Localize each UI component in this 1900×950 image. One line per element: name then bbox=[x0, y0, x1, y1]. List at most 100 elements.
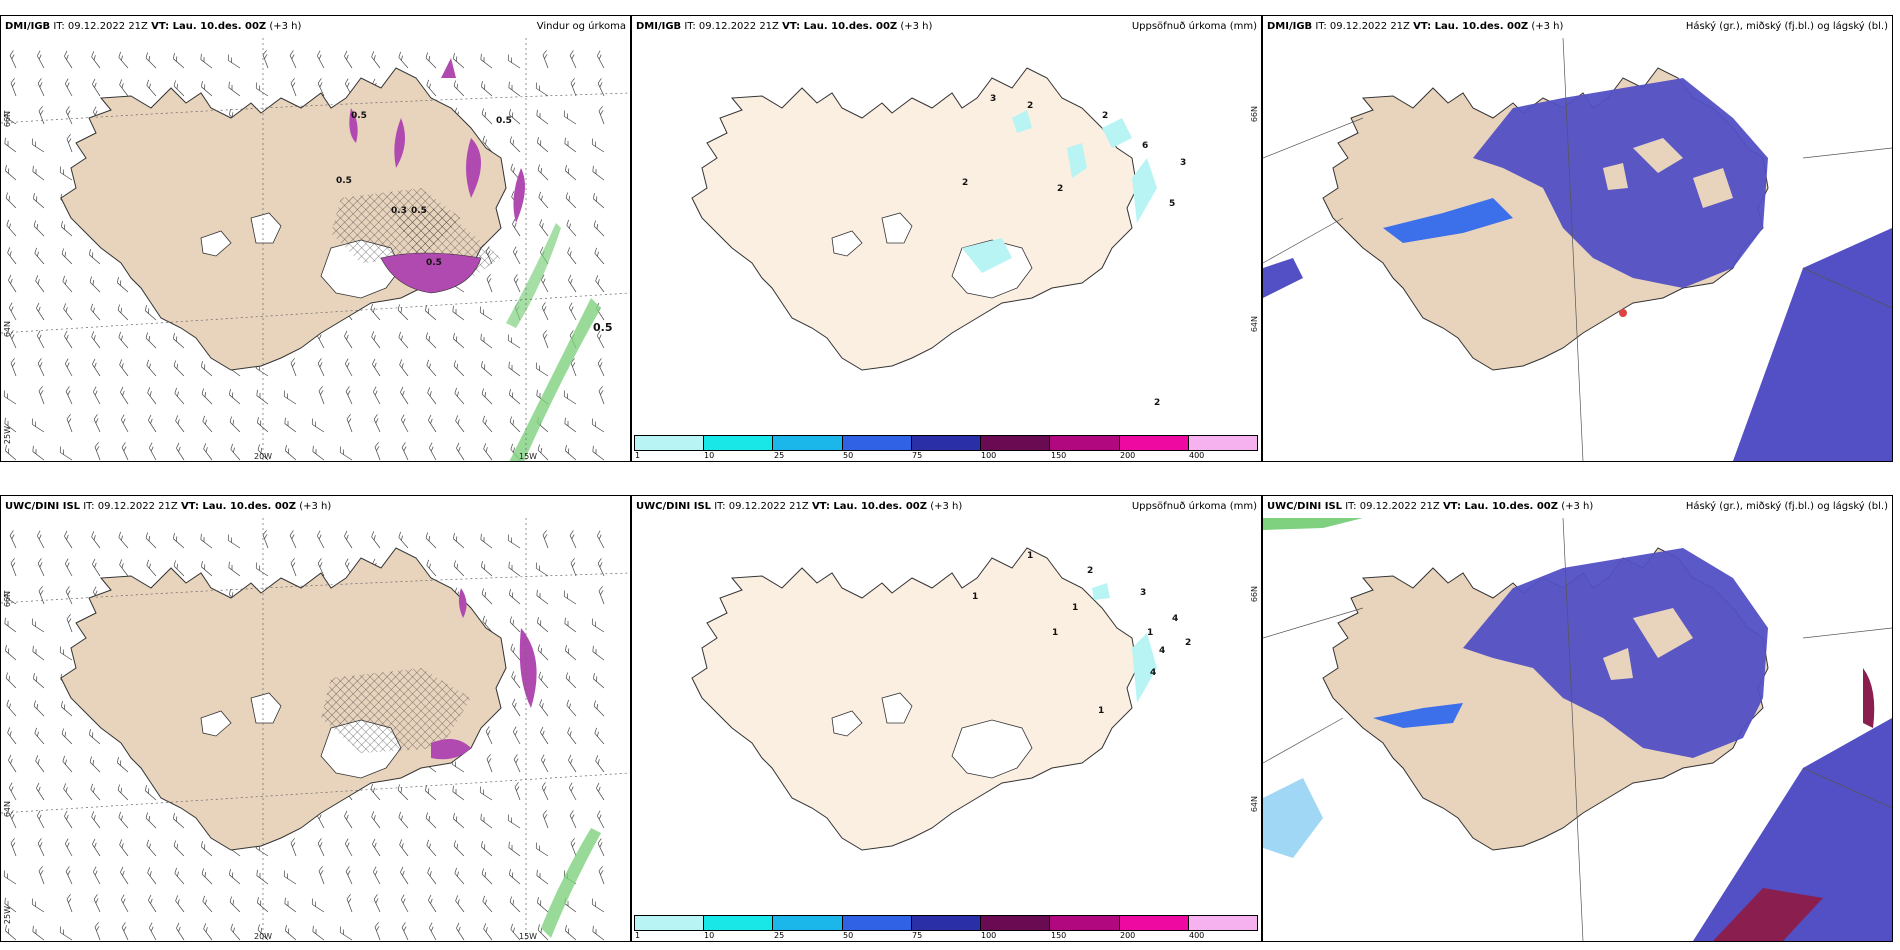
panel-title: Háský (gr.), miðský (fj.bl.) og lágský (… bbox=[1685, 501, 1888, 512]
init-time: IT: 09.12.2022 21Z bbox=[1345, 501, 1440, 512]
panel-title: Uppsöfnuð úrkoma (mm) bbox=[1131, 501, 1257, 512]
legend-colorbar bbox=[634, 435, 1258, 451]
contour-label: 4 bbox=[1172, 614, 1179, 624]
init-time: IT: 09.12.2022 21Z bbox=[53, 21, 148, 32]
precip-light bbox=[1012, 110, 1032, 133]
contour-label: 3 bbox=[1180, 158, 1187, 168]
lat-label-66n: 66N bbox=[3, 591, 12, 608]
init-time: IT: 09.12.2022 21Z bbox=[83, 501, 178, 512]
legend-tick: 1 bbox=[635, 451, 641, 460]
green-precip bbox=[541, 828, 601, 938]
green-precip bbox=[509, 298, 601, 461]
hatched-area bbox=[321, 668, 471, 753]
contour-label: 1 bbox=[1098, 706, 1105, 716]
init-time: IT: 09.12.2022 21Z bbox=[684, 21, 779, 32]
mid-cloud bbox=[1383, 198, 1513, 243]
init-time: IT: 09.12.2022 21Z bbox=[1315, 21, 1410, 32]
legend-tick: 150 bbox=[1051, 451, 1067, 460]
panel-accum-precip-dmi: DMI/IGB IT: 09.12.2022 21Z VT: Lau. 10.d… bbox=[631, 15, 1262, 462]
contour-label: 2 bbox=[962, 178, 969, 188]
lon-label-15w: 15W bbox=[519, 452, 538, 461]
legend-tick: 400 bbox=[1189, 451, 1205, 460]
panel-title: Vindur og úrkoma bbox=[536, 21, 626, 32]
legend-tick: 50 bbox=[843, 451, 854, 460]
contour-label: 2 bbox=[1185, 638, 1192, 648]
model-name: DMI/IGB bbox=[1267, 21, 1313, 32]
valid-time: VT: Lau. 10.des. 00Z bbox=[180, 501, 297, 512]
lead-time: (+3 h) bbox=[930, 501, 963, 512]
contour-label: 0.3 bbox=[391, 206, 407, 216]
precip-light bbox=[1132, 633, 1157, 703]
legend-tick: 1 bbox=[635, 931, 641, 940]
lead-time: (+3 h) bbox=[269, 21, 302, 32]
panel-wind-precip-dmi: DMI/IGB IT: 09.12.2022 21Z VT: Lau. 10.d… bbox=[0, 15, 631, 462]
precip-area bbox=[380, 252, 482, 294]
lead-time: (+3 h) bbox=[299, 501, 332, 512]
contour-label: 3 bbox=[1140, 588, 1147, 598]
lat-label-66n: 66N bbox=[1250, 106, 1259, 123]
contour-label: 5 bbox=[1169, 199, 1176, 209]
legend-tick: 50 bbox=[843, 931, 854, 940]
precip-map bbox=[632, 518, 1261, 941]
panel-header: UWC/DINI ISL IT: 09.12.2022 21Z VT: Lau.… bbox=[1263, 496, 1892, 518]
panel-accum-precip-uwc: UWC/DINI ISL IT: 09.12.2022 21Z VT: Lau.… bbox=[631, 495, 1262, 942]
lon-label-25w: 25W bbox=[3, 426, 12, 445]
init-time: IT: 09.12.2022 21Z bbox=[714, 501, 809, 512]
contour-label: 1 bbox=[972, 592, 979, 602]
contour-label: 1 bbox=[1027, 551, 1034, 561]
precip-area bbox=[431, 739, 471, 760]
legend-tick: 200 bbox=[1120, 451, 1136, 460]
legend-tick: 10 bbox=[704, 451, 715, 460]
wind-map bbox=[1, 38, 630, 461]
model-name: UWC/DINI ISL bbox=[5, 501, 81, 512]
valid-time: VT: Lau. 10.des. 00Z bbox=[811, 501, 928, 512]
legend-tick: 25 bbox=[774, 931, 785, 940]
contour-label: 0.5 bbox=[336, 176, 352, 186]
legend-tick: 100 bbox=[981, 451, 997, 460]
precip-legend: 1 10 25 50 75 100 150 200 400 bbox=[632, 913, 1261, 941]
model-name: DMI/IGB bbox=[5, 21, 51, 32]
valid-time: VT: Lau. 10.des. 00Z bbox=[1442, 501, 1559, 512]
contour-label: 4 bbox=[1150, 668, 1157, 678]
valid-time: VT: Lau. 10.des. 00Z bbox=[151, 21, 267, 32]
contour-label: 2 bbox=[1102, 111, 1109, 121]
contour-label: 4 bbox=[1159, 646, 1166, 656]
panel-header: DMI/IGB IT: 09.12.2022 21Z VT: Lau. 10.d… bbox=[1, 16, 630, 38]
model-name: UWC/DINI ISL bbox=[636, 501, 712, 512]
legend-tick: 75 bbox=[912, 451, 923, 460]
low-cloud-sea bbox=[1733, 228, 1892, 461]
contour-label: 2 bbox=[1154, 398, 1161, 408]
legend-tick: 25 bbox=[774, 451, 785, 460]
panel-title: Uppsöfnuð úrkoma (mm) bbox=[1131, 21, 1257, 32]
graticule bbox=[1, 518, 630, 941]
contour-label: 2 bbox=[1057, 184, 1064, 194]
contour-label: 2 bbox=[1027, 101, 1034, 111]
lat-label-64n: 64N bbox=[3, 801, 12, 818]
contour-label: 3 bbox=[990, 94, 997, 104]
contour-label: 0.5 bbox=[351, 111, 367, 121]
wind-map bbox=[1, 518, 630, 941]
legend-tick: 10 bbox=[704, 931, 715, 940]
contour-label: 2 bbox=[1087, 566, 1094, 576]
cloud-map bbox=[1263, 38, 1892, 461]
lead-time: (+3 h) bbox=[900, 21, 933, 32]
panel-title: Háský (gr.), miðský (fj.bl.) og lágský (… bbox=[1685, 21, 1888, 32]
contour-label: 0.5 bbox=[411, 206, 427, 216]
lon-label-25w: 25W bbox=[3, 906, 12, 925]
lat-label-64n: 64N bbox=[1250, 796, 1259, 813]
legend-colorbar bbox=[634, 915, 1258, 931]
lat-label-66n: 66N bbox=[1250, 586, 1259, 603]
panel-header: UWC/DINI ISL IT: 09.12.2022 21Z VT: Lau.… bbox=[1, 496, 630, 518]
lead-time: (+3 h) bbox=[1531, 21, 1564, 32]
contour-label: 0.5 bbox=[496, 116, 512, 126]
panel-wind-precip-uwc: UWC/DINI ISL IT: 09.12.2022 21Z VT: Lau.… bbox=[0, 495, 631, 942]
precip-map bbox=[632, 38, 1261, 461]
panel-clouds-uwc: UWC/DINI ISL IT: 09.12.2022 21Z VT: Lau.… bbox=[1262, 495, 1893, 942]
lat-label-66n: 66N bbox=[3, 111, 12, 128]
legend-tick: 75 bbox=[912, 931, 923, 940]
valid-time: VT: Lau. 10.des. 00Z bbox=[1413, 21, 1529, 32]
contour-label: 0.5 bbox=[426, 258, 442, 268]
lat-label-64n: 64N bbox=[3, 321, 12, 338]
lon-label-20w: 20W bbox=[254, 932, 273, 941]
lon-label-20w: 20W bbox=[254, 452, 273, 461]
